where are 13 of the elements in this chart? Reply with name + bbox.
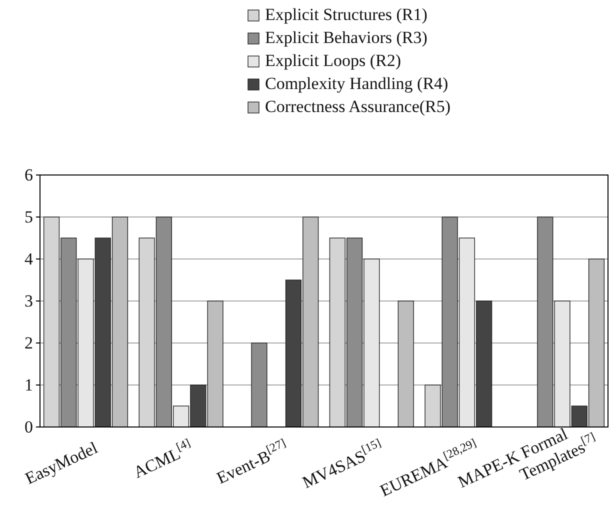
legend-label: Explicit Structures (R1) bbox=[265, 5, 428, 24]
legend-label: Explicit Behaviors (R3) bbox=[265, 28, 428, 47]
y-tick-label: 6 bbox=[24, 165, 33, 184]
y-tick-label: 5 bbox=[24, 207, 33, 226]
legend-label: Correctness Assurance(R5) bbox=[265, 97, 451, 116]
y-tick-label: 3 bbox=[24, 291, 33, 310]
y-tick-label: 2 bbox=[24, 333, 33, 352]
bar bbox=[398, 300, 414, 428]
y-tick-label: 1 bbox=[24, 375, 33, 394]
y-tick-label: 0 bbox=[24, 417, 33, 436]
legend-label: Explicit Loops (R2) bbox=[265, 51, 401, 70]
y-tick-label: 4 bbox=[24, 249, 34, 268]
legend-label: Complexity Handling (R4) bbox=[265, 74, 448, 93]
